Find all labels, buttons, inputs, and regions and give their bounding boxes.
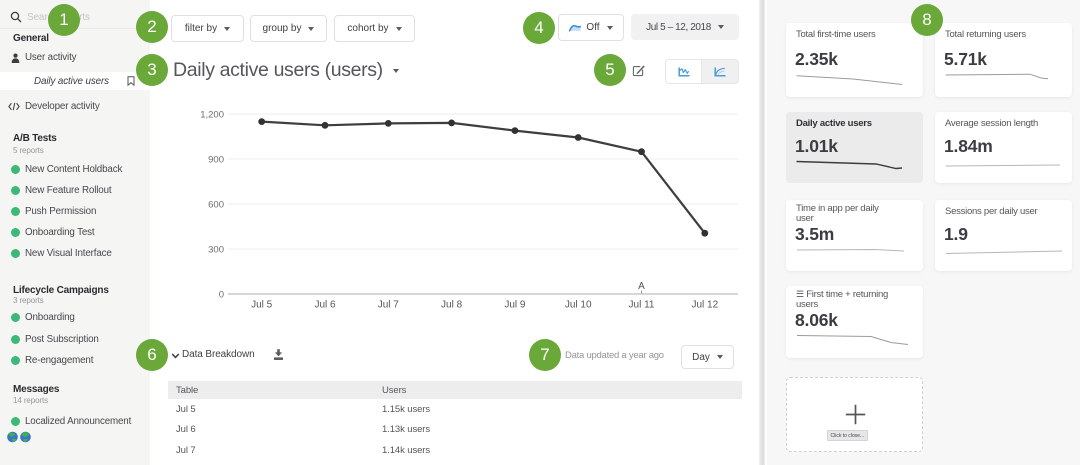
svg-text:600: 600 — [208, 200, 224, 211]
svg-text:Jul 8: Jul 8 — [441, 300, 463, 311]
svg-text:Jul 11: Jul 11 — [629, 300, 655, 311]
svg-text:1,200: 1,200 — [200, 110, 224, 121]
svg-text:900: 900 — [208, 155, 224, 166]
svg-text:A: A — [638, 281, 645, 292]
svg-text:Jul 10: Jul 10 — [565, 300, 592, 311]
svg-text:Jul 9: Jul 9 — [504, 300, 526, 311]
svg-text:0: 0 — [219, 290, 224, 301]
svg-text:Jul 5: Jul 5 — [251, 300, 273, 311]
svg-text:Jul 7: Jul 7 — [378, 300, 400, 311]
svg-text:Jul 12: Jul 12 — [691, 300, 718, 311]
svg-text:Jul 6: Jul 6 — [314, 300, 336, 311]
svg-text:300: 300 — [208, 245, 224, 256]
